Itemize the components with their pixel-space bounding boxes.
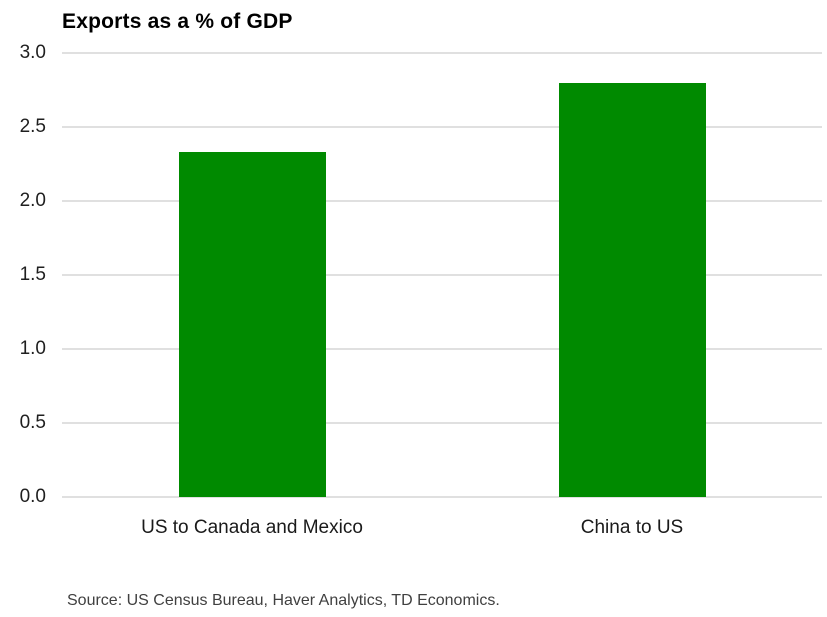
y-tick-label: 1.0 xyxy=(19,338,46,359)
gridline xyxy=(62,348,822,350)
y-tick-label: 0.0 xyxy=(19,486,46,507)
chart-title: Exports as a % of GDP xyxy=(62,10,293,33)
source-note: Source: US Census Bureau, Haver Analytic… xyxy=(67,592,500,609)
y-tick-label: 0.5 xyxy=(19,412,46,433)
y-tick-label: 3.0 xyxy=(19,42,46,63)
x-tick-label: China to US xyxy=(580,517,684,538)
plot-area xyxy=(62,52,822,498)
y-tick-label: 2.0 xyxy=(19,190,46,211)
bar-china-to-us xyxy=(558,82,706,497)
gridline xyxy=(62,126,822,128)
gridline xyxy=(62,200,822,202)
gridline xyxy=(62,52,822,54)
gridline xyxy=(62,496,822,498)
gridline xyxy=(62,274,822,276)
y-tick-label: 1.5 xyxy=(19,264,46,285)
y-tick-label: 2.5 xyxy=(19,116,46,137)
x-tick-label: US to Canada and Mexico xyxy=(141,517,363,538)
gridline xyxy=(62,422,822,424)
bar-us-to-canada-and-mexico xyxy=(178,152,326,497)
